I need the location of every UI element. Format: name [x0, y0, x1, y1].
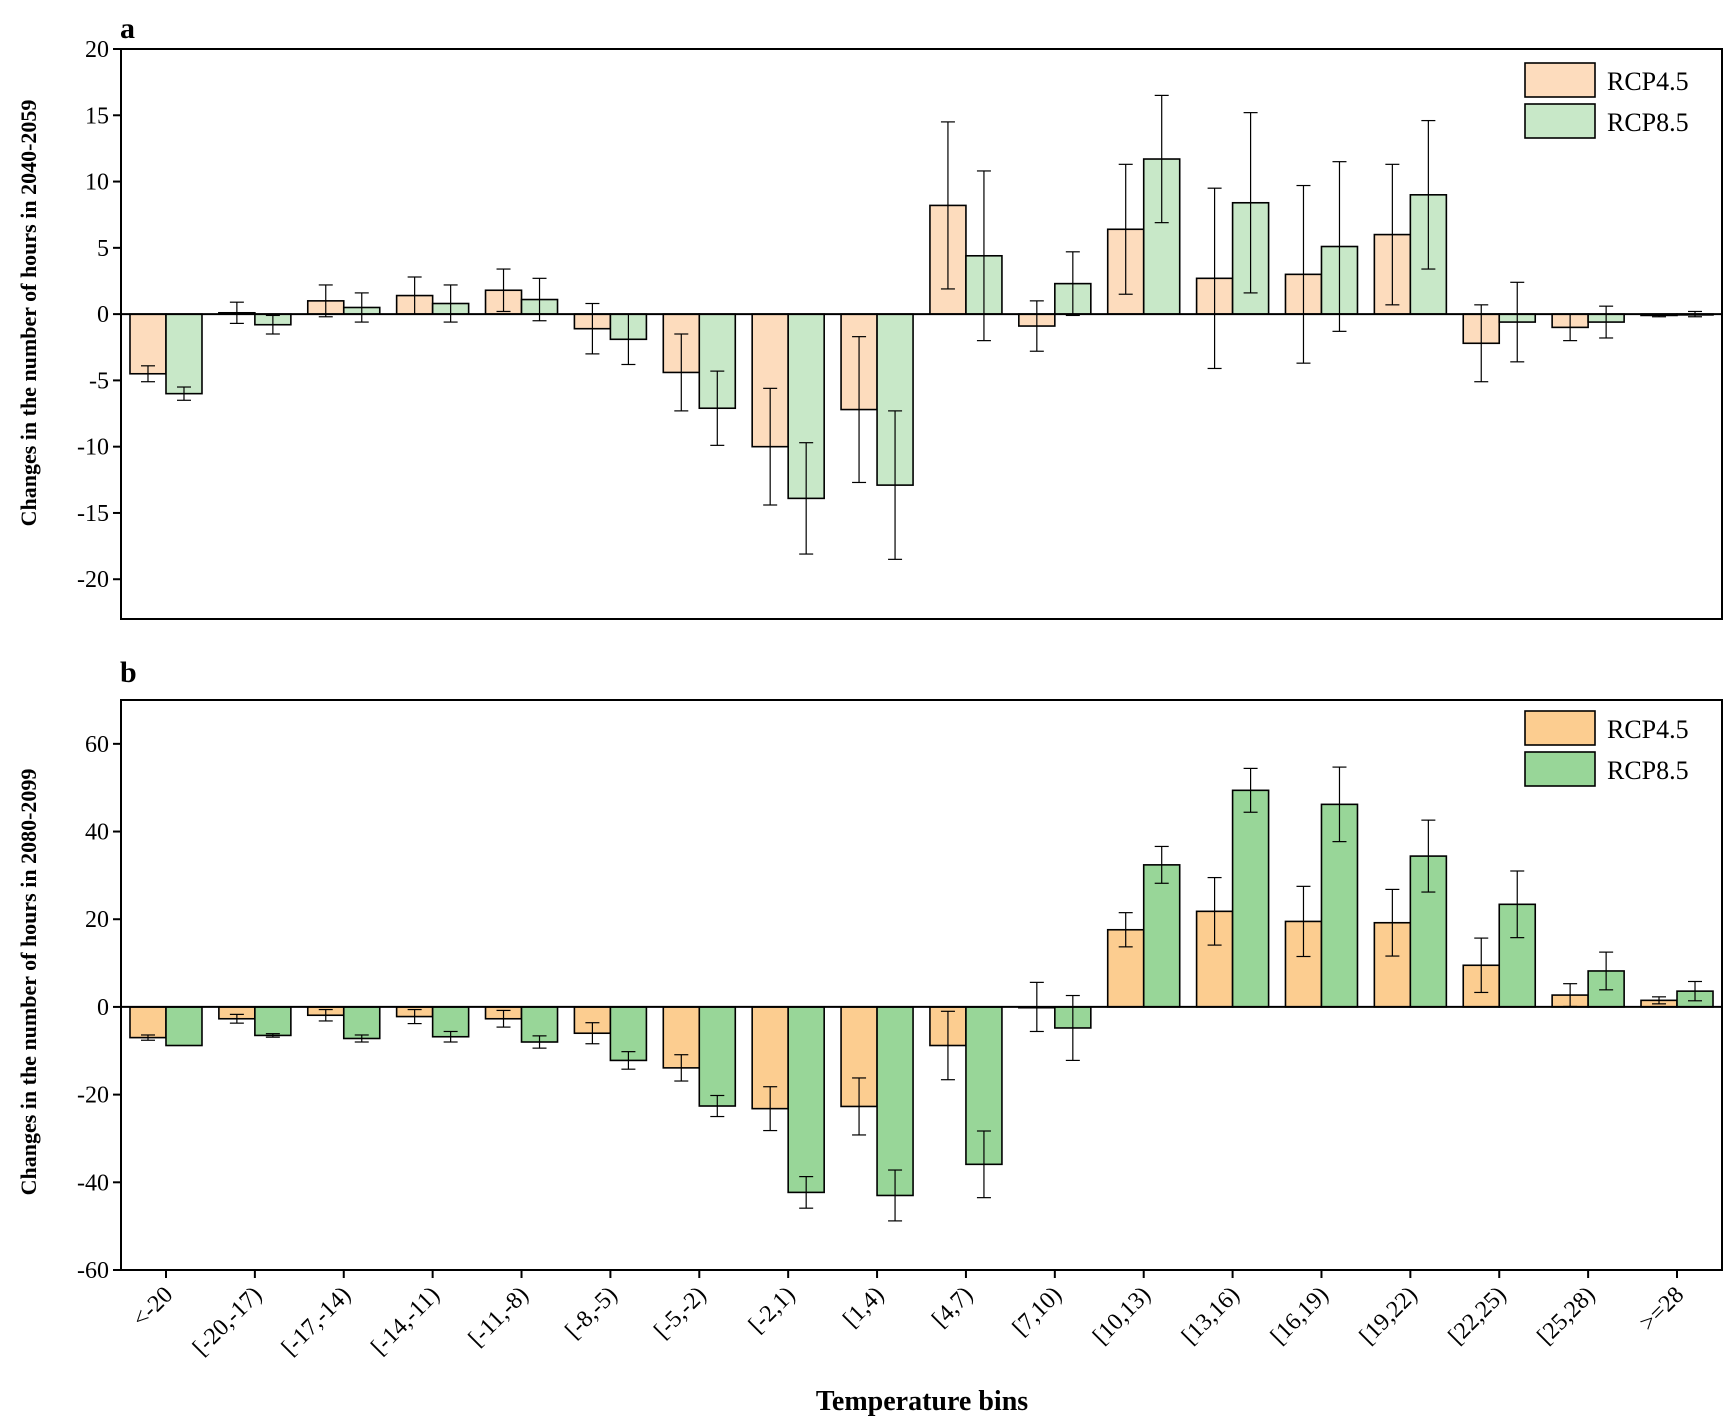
x-tick-label: [13,16) — [1177, 1282, 1245, 1350]
y-tick-label: 0 — [97, 995, 109, 1021]
legend-swatch — [1524, 751, 1596, 787]
legend-label: RCP8.5 — [1607, 108, 1689, 137]
x-tick-label: [-17,-14) — [277, 1282, 356, 1361]
x-tick-label: >=28 — [1635, 1282, 1690, 1337]
bar-rcp45 — [1106, 928, 1145, 1008]
x-tick-label: [10,13) — [1088, 1282, 1156, 1350]
x-tick-label: [19,22) — [1355, 1282, 1423, 1350]
bar-rcp85 — [165, 1006, 203, 1047]
x-tick-label: [16,19) — [1266, 1282, 1334, 1350]
y-tick-label: 20 — [85, 37, 109, 63]
x-tick-label: [-11,-8) — [464, 1282, 534, 1352]
y-tick-label: -20 — [77, 567, 109, 593]
legend-label: RCP4.5 — [1607, 715, 1689, 744]
bar-rcp85 — [165, 313, 203, 395]
y-tick-label: 20 — [85, 907, 109, 933]
x-tick-label: [-2,1) — [744, 1282, 801, 1339]
y-tick-label: -10 — [77, 435, 109, 461]
x-tick-label: [-8,-5) — [560, 1282, 622, 1344]
bar-rcp85 — [342, 1006, 381, 1040]
y-tick-label: -5 — [89, 368, 109, 394]
chart-panel-a: 20 15 10 5 0 -5 -10 -15 -20 Changes in the number… — [16, 37, 1723, 620]
y-tick-label: 10 — [85, 170, 109, 196]
bar-rcp85 — [876, 1006, 914, 1197]
y-axis-label: Changes in the number of hours in 2040-2… — [16, 100, 41, 527]
x-tick-label: [25,28) — [1532, 1282, 1600, 1350]
y-tick-label: -40 — [77, 1170, 109, 1196]
legend-label: RCP8.5 — [1607, 756, 1689, 785]
legend-swatch — [1524, 710, 1596, 746]
bar-rcp45 — [662, 1006, 701, 1069]
x-axis-label: Temperature bins — [816, 1386, 1028, 1417]
legend-label: RCP4.5 — [1607, 67, 1689, 96]
y-tick-label: -20 — [77, 1083, 109, 1109]
bar-rcp45 — [129, 313, 167, 375]
panel-letter-b: b — [120, 656, 137, 689]
plot-frame — [120, 48, 1723, 620]
x-tick-label: [-14,-11) — [366, 1282, 445, 1361]
y-tick-label: -60 — [77, 1258, 109, 1284]
y-tick-label: 40 — [85, 820, 109, 846]
y-tick-label: 5 — [97, 236, 109, 262]
bar-rcp85 — [1409, 855, 1448, 1008]
bar-rcp85 — [787, 1006, 825, 1194]
x-tick-label: [7,10) — [1008, 1282, 1067, 1341]
bar-rcp85 — [1142, 864, 1181, 1008]
legend-swatch — [1524, 62, 1596, 98]
bar-rcp45 — [129, 1006, 167, 1039]
y-tick-label: 0 — [97, 302, 109, 328]
x-tick-label: [-20,-17) — [188, 1282, 267, 1361]
x-tick-label: [1,4) — [838, 1282, 889, 1333]
y-tick-label: 60 — [85, 732, 109, 758]
plot-frame — [120, 699, 1723, 1271]
y-axis-label: Changes in the number of hours in 2080-2… — [16, 769, 41, 1196]
x-tick-label: [4,7) — [927, 1282, 978, 1333]
bar-rcp85 — [698, 1006, 737, 1107]
x-tick-label: [-5,-2) — [649, 1282, 711, 1344]
y-tick-label: -15 — [77, 501, 109, 527]
legend-swatch — [1524, 103, 1596, 139]
x-tick-label: <-20 — [128, 1282, 179, 1333]
bar-rcp85 — [1231, 789, 1270, 1008]
x-tick-label: [22,25) — [1444, 1282, 1512, 1350]
y-tick-label: 15 — [85, 103, 109, 129]
panel-letter-a: a — [120, 12, 135, 45]
bar-rcp85 — [254, 1006, 292, 1037]
